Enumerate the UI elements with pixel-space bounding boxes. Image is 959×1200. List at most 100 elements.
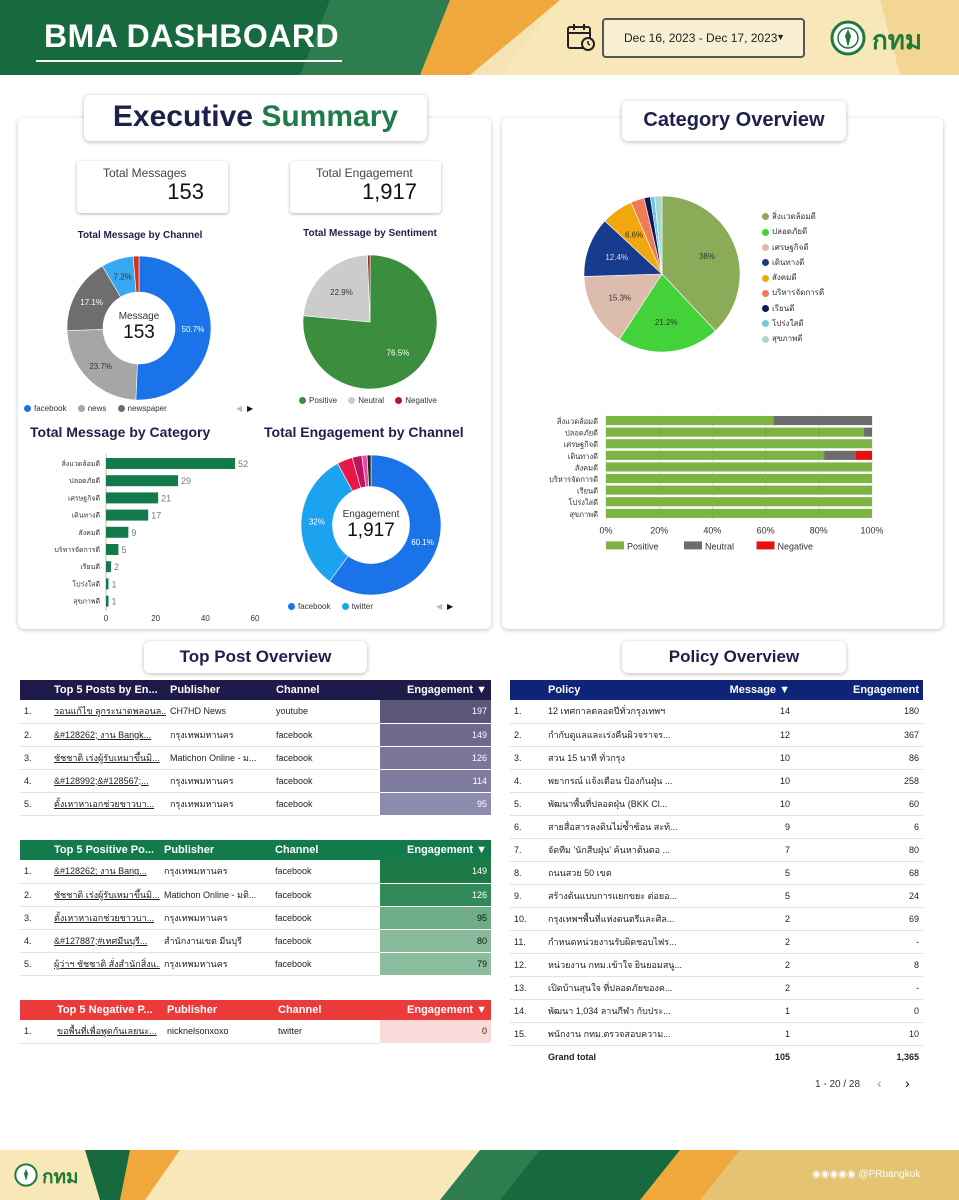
stacked-bar-segment[interactable] (606, 497, 872, 507)
pie-slice[interactable] (329, 454, 442, 596)
table-row[interactable]: 6. สายสื่อสารลงดินไม่ซ้ำซ้อน สะท้... 9 6 (510, 815, 923, 839)
pie-slice[interactable] (618, 273, 716, 353)
stacked-bar-segment[interactable] (606, 450, 825, 460)
date-range-picker[interactable]: Dec 16, 2023 - Dec 17, 2023 ▼ (602, 18, 805, 58)
category-bar[interactable] (106, 526, 129, 538)
pie-slice[interactable] (302, 254, 371, 323)
table-row[interactable]: 5. ผู้ว่าฯ ชัชชาติ สั่งสำนักสิ่งแ... กรุงเ… (20, 952, 491, 976)
post-link[interactable]: &#127887;#เทศมีนบุรี... (50, 929, 160, 953)
stacked-bar-segment[interactable] (864, 427, 872, 437)
table-row[interactable]: 2. ชัชชาติ เร่งผู้รับเหมาขึ้นมิ... Maticho… (20, 883, 491, 907)
pie-slice[interactable] (135, 255, 212, 401)
table-row[interactable]: 9. สร้างต้นแบบการแยกขยะ ต่อยอ... 5 24 (510, 884, 923, 908)
pie-slice[interactable] (132, 255, 140, 293)
legend-label[interactable]: Neutral (705, 541, 734, 551)
legend-item[interactable]: Neutral (348, 396, 384, 405)
column-header[interactable]: Engagement ▼ (407, 844, 487, 856)
legend-item[interactable]: newspaper (117, 404, 167, 413)
post-link[interactable]: วอนแก้ไข ลูกระนาดพลอนล... (50, 700, 166, 724)
table-row[interactable]: 13. เปิดบ้านสุนใจ ที่ปลอดภัยของค... 2- (510, 976, 923, 1000)
stacked-bar-segment[interactable] (606, 427, 865, 437)
stacked-bar-segment[interactable] (606, 485, 872, 495)
column-header[interactable]: Engagement (852, 684, 919, 696)
legend-item[interactable]: เดินทางดี (762, 256, 882, 271)
post-link[interactable]: &#128992;&#128567;... (50, 769, 166, 793)
table-row[interactable]: 11. กำหนดหน่วยงานรับผิดชอบไฟร... 2- (510, 930, 923, 954)
post-link[interactable]: ผู้ว่าฯ ชัชชาติ สั่งสำนักสิ่งแ... (50, 952, 160, 976)
legend-prev-icon[interactable]: ◀ (236, 404, 243, 413)
pie-slice[interactable] (583, 273, 663, 340)
stacked-bar-segment[interactable] (606, 416, 774, 426)
table-row[interactable]: 2. กำกับดูแลและเร่งคืนผิวจราจร... 12 367 (510, 723, 923, 747)
legend-item[interactable]: บริหารจัดการดี (762, 286, 882, 301)
table-row[interactable]: 12. หน่วยงาน กทม.เข้าใจ ยินยอมสนู... 2 8 (510, 953, 923, 977)
legend-item[interactable]: สังคมดี (762, 271, 882, 286)
post-link[interactable]: &#128262; งาน Bang... (50, 860, 160, 884)
table-row[interactable]: 1. &#128262; งาน Bang... กรุงเทพมหานคร face… (20, 860, 491, 884)
stacked-bar-segment[interactable] (606, 474, 872, 484)
column-header[interactable]: Publisher (167, 1004, 218, 1016)
column-header[interactable]: Publisher (170, 684, 221, 696)
category-bar[interactable] (106, 578, 109, 590)
legend-next-icon[interactable]: ▶ (247, 404, 254, 413)
category-bar[interactable] (106, 475, 179, 487)
legend-item[interactable]: สุขภาพดี (762, 332, 882, 347)
pie-slice[interactable] (367, 254, 371, 323)
legend-item[interactable]: โปร่งใสดี (762, 317, 882, 332)
pie-slice[interactable] (302, 254, 438, 390)
pie-slice[interactable] (66, 329, 138, 401)
legend-next-icon[interactable]: ▶ (447, 602, 454, 611)
table-row[interactable]: 5. พัฒนาพื้นที่ปลอดฝุ่น (BKK Cl... 10 60 (510, 792, 923, 816)
table-row[interactable]: 4. &#128992;&#128567;... กรุงเทพมหานคร face… (20, 769, 491, 793)
legend-item[interactable]: Positive (299, 396, 337, 405)
category-bar[interactable] (106, 561, 111, 573)
stacked-bar-segment[interactable] (773, 416, 872, 426)
table-row[interactable]: 10. กรุงเทพฯพื้นที่แห่งดนตรีและศิล... 2 69 (510, 907, 923, 931)
pie-slice[interactable] (583, 220, 663, 277)
legend-item[interactable]: facebook (24, 404, 66, 413)
pie-slice[interactable] (366, 454, 372, 487)
table-row[interactable]: 7. จัดทีม 'นักสืบฝุ่น' ค้นหาต้นตอ ... 7 80 (510, 838, 923, 862)
column-header[interactable]: Top 5 Positive Po... (54, 844, 155, 856)
table-row[interactable]: 3. ตั้งเหาหาเอกช่วยชาวบา... กรุงเทพมหานคร f… (20, 906, 491, 930)
category-bar[interactable] (106, 595, 109, 607)
column-header[interactable]: Top 5 Posts by En... (54, 684, 158, 696)
table-row[interactable]: 2. &#128262; งาน Bangk... กรุงเทพมหานคร fac… (20, 723, 491, 747)
legend-item[interactable]: เศรษฐกิจดี (762, 241, 882, 256)
category-bar[interactable] (106, 458, 236, 469)
legend-item[interactable]: สิ่งแวดล้อมดี (762, 210, 882, 225)
post-link[interactable]: ตั้งเหาหาเอกช่วยชาวบา... (50, 906, 160, 930)
table-row[interactable]: 8. ถนนสวย 50 เขต 5 68 (510, 861, 923, 885)
legend-item[interactable]: เรียนดี (762, 302, 882, 317)
social-links[interactable]: ◉◉◉◉◉ @PRbangkok (812, 1169, 920, 1180)
table-row[interactable]: 4. พยากรณ์ แจ้งเตือน ป้องกันฝุ่น ... 10 258 (510, 769, 923, 793)
pager-prev-icon[interactable]: ‹ (877, 1075, 882, 1091)
table-row[interactable]: 5. ตั้งเหาหาเอกช่วยชาวบา... กรุงเทพมหานคร f… (20, 792, 491, 816)
stacked-bar-segment[interactable] (606, 462, 872, 472)
pie-slice[interactable] (300, 463, 354, 582)
post-link[interactable]: ชัชชาติ เร่งผู้รับเหมาขึ้นมิ... (50, 746, 166, 770)
stacked-bar-segment[interactable] (856, 450, 872, 460)
stacked-bar-segment[interactable] (606, 439, 872, 449)
column-header[interactable]: Publisher (164, 844, 215, 856)
category-bar[interactable] (106, 492, 159, 504)
pager-next-icon[interactable]: › (905, 1075, 910, 1091)
table-row[interactable]: 4. &#127887;#เทศมีนบุรี... สำนักงานเขต มีน… (20, 929, 491, 953)
pie-slice[interactable] (654, 195, 663, 275)
column-header[interactable]: Channel (275, 844, 319, 856)
post-link[interactable]: ขอพื้นที่เพื่อพูดกันเลยนะ... (53, 1020, 163, 1044)
category-bar[interactable] (106, 509, 149, 521)
legend-item[interactable]: ปลอดภัยดี (762, 225, 882, 240)
calendar-icon[interactable] (566, 22, 596, 52)
legend-label[interactable]: Negative (778, 541, 814, 551)
column-header[interactable]: Engagement ▼ (407, 1004, 487, 1016)
column-header[interactable]: Channel (276, 684, 320, 696)
table-row[interactable]: 1. วอนแก้ไข ลูกระนาดพลอนล... CH7HD News you… (20, 700, 491, 724)
category-bar[interactable] (106, 544, 119, 555)
stacked-bar-segment[interactable] (824, 450, 857, 460)
column-header[interactable]: Message ▼ (729, 684, 790, 696)
legend-prev-icon[interactable]: ◀ (436, 602, 443, 611)
column-header[interactable]: Policy (548, 684, 581, 696)
post-link[interactable]: ชัชชาติ เร่งผู้รับเหมาขึ้นมิ... (50, 883, 160, 907)
table-row[interactable]: 1. ขอพื้นที่เพื่อพูดกันเลยนะ... nicknelson… (20, 1020, 491, 1044)
